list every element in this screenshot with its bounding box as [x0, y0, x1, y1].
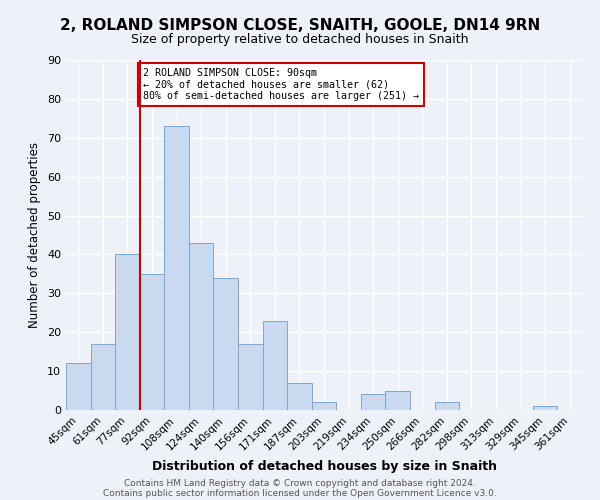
Bar — [214, 278, 238, 410]
Text: 2, ROLAND SIMPSON CLOSE, SNAITH, GOOLE, DN14 9RN: 2, ROLAND SIMPSON CLOSE, SNAITH, GOOLE, … — [60, 18, 540, 32]
Bar — [312, 402, 336, 410]
Bar — [140, 274, 164, 410]
Bar — [287, 383, 312, 410]
Text: 2 ROLAND SIMPSON CLOSE: 90sqm
← 20% of detached houses are smaller (62)
80% of s: 2 ROLAND SIMPSON CLOSE: 90sqm ← 20% of d… — [143, 68, 419, 101]
Bar — [434, 402, 459, 410]
Bar — [385, 390, 410, 410]
Bar — [533, 406, 557, 410]
Text: Contains HM Land Registry data © Crown copyright and database right 2024.: Contains HM Land Registry data © Crown c… — [124, 478, 476, 488]
Text: Size of property relative to detached houses in Snaith: Size of property relative to detached ho… — [131, 32, 469, 46]
Bar — [361, 394, 385, 410]
Bar — [238, 344, 263, 410]
Bar — [263, 320, 287, 410]
Bar — [189, 243, 214, 410]
Y-axis label: Number of detached properties: Number of detached properties — [28, 142, 41, 328]
Bar — [164, 126, 189, 410]
Bar — [66, 364, 91, 410]
X-axis label: Distribution of detached houses by size in Snaith: Distribution of detached houses by size … — [151, 460, 497, 473]
Bar — [115, 254, 140, 410]
Text: Contains public sector information licensed under the Open Government Licence v3: Contains public sector information licen… — [103, 488, 497, 498]
Bar — [91, 344, 115, 410]
